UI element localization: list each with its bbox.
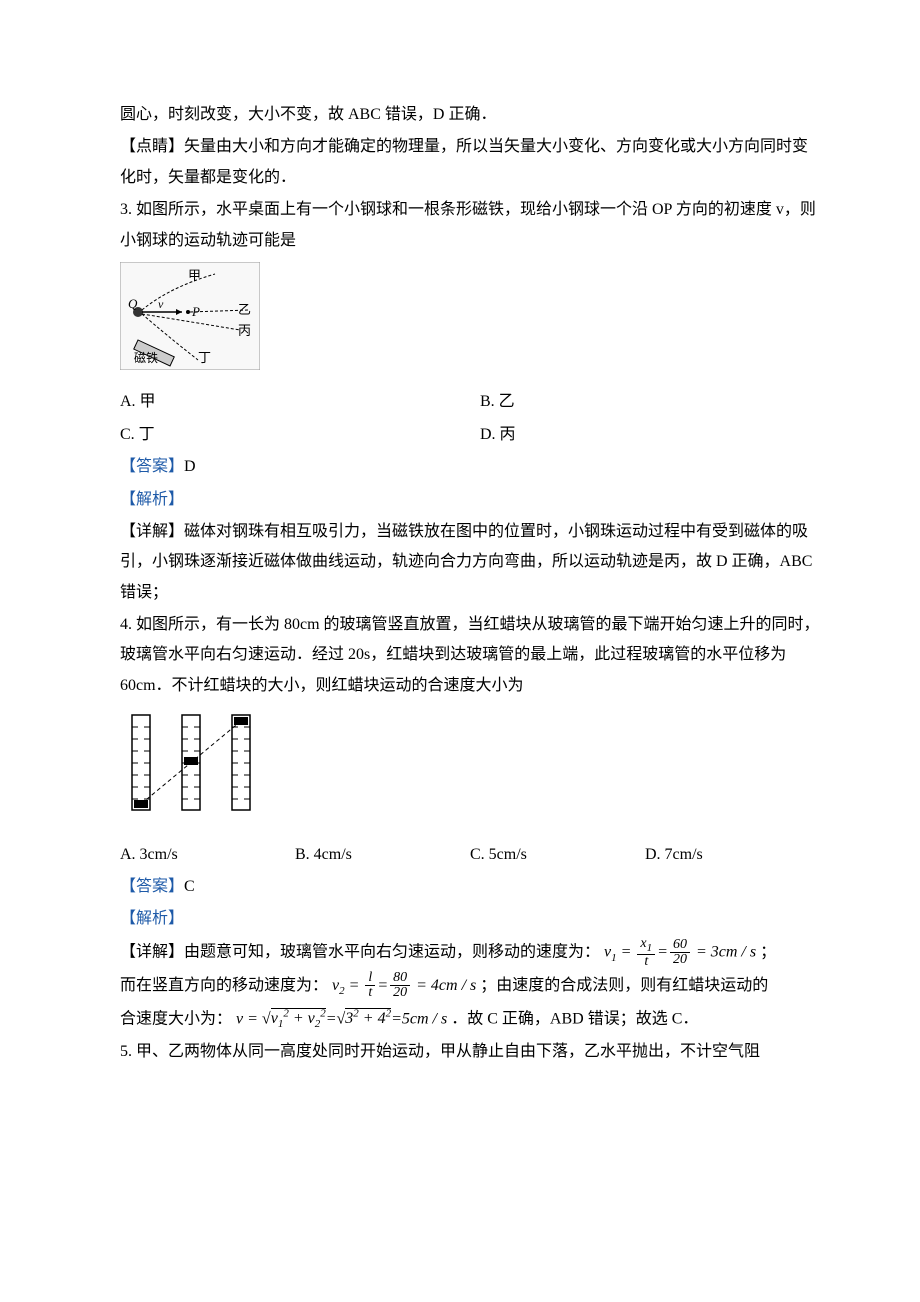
detail-prefix: 【详解】由题意可知，玻璃管水平向右匀速运动，则移动的速度为： (120, 943, 600, 960)
formula-v1: v1 = x1t=6020 = 3cm / s (604, 937, 756, 969)
question-4-analysis-label: 【解析】 (120, 904, 820, 934)
answer-label-4: 【答案】 (120, 878, 184, 895)
analysis-label-4: 【解析】 (120, 910, 184, 927)
svg-text:甲: 甲 (188, 268, 201, 283)
detail-line2-suffix: ；由速度的合成法则，则有红蜡块运动的 (480, 977, 768, 994)
question-4-options: A. 3cm/s B. 4cm/s C. 5cm/s D. 7cm/s (120, 840, 820, 870)
question-4-detail-line2: 而在竖直方向的移动速度为： v2 = lt=8020 = 4cm / s ；由速… (120, 971, 820, 1002)
option-3b: B. 乙 (480, 387, 820, 417)
option-4c: C. 5cm/s (470, 840, 645, 870)
answer-label: 【答案】 (120, 458, 184, 475)
detail-mid1: ； (760, 943, 776, 960)
question-4-detail-line1: 【详解】由题意可知，玻璃管水平向右匀速运动，则移动的速度为： v1 = x1t=… (120, 937, 820, 969)
option-3d: D. 丙 (480, 420, 820, 450)
detail-line3-suffix: ．故 C 正确，ABD 错误；故选 C． (451, 1010, 698, 1027)
question-3-options-row-1: A. 甲 B. 乙 (120, 387, 820, 417)
svg-text:丙: 丙 (238, 323, 251, 338)
svg-text:Q: Q (128, 296, 138, 311)
svg-text:乙: 乙 (238, 302, 251, 317)
question-4-figure (120, 707, 820, 833)
option-4a: A. 3cm/s (120, 840, 295, 870)
question-3-answer: 【答案】D (120, 452, 820, 482)
svg-text:丁: 丁 (198, 350, 211, 365)
option-3a: A. 甲 (120, 387, 480, 417)
option-4d: D. 7cm/s (645, 840, 820, 870)
continuation-text-1: 圆心，时刻改变，大小不变，故 ABC 错误，D 正确． (120, 100, 820, 130)
question-4-answer: 【答案】C (120, 872, 820, 902)
question-4-text: 4. 如图所示，有一长为 80cm 的玻璃管竖直放置，当红蜡块从玻璃管的最下端开… (120, 610, 820, 701)
option-3c: C. 丁 (120, 420, 480, 450)
detail-line3-prefix: 合速度大小为： (120, 1010, 232, 1027)
question-3-text: 3. 如图所示，水平桌面上有一个小钢球和一根条形磁铁，现给小钢球一个沿 OP 方… (120, 195, 820, 256)
formula-v2: v2 = lt=8020 = 4cm / s (332, 971, 476, 1002)
detail-line2-prefix: 而在竖直方向的移动速度为： (120, 977, 328, 994)
question-3-detail: 【详解】磁体对钢珠有相互吸引力，当磁铁放在图中的位置时，小钢珠运动过程中有受到磁… (120, 517, 820, 608)
question-3-figure: Q v P 甲 乙 丙 丁 磁铁 (120, 262, 820, 381)
svg-text:磁铁: 磁铁 (134, 350, 158, 365)
question-5-text: 5. 甲、乙两物体从同一高度处同时开始运动，甲从静止自由下落，乙水平抛出，不计空… (120, 1037, 820, 1067)
question-3-options-row-2: C. 丁 D. 丙 (120, 420, 820, 450)
question-3-analysis-label: 【解析】 (120, 485, 820, 515)
question-4-detail-line3: 合速度大小为： v = √v12 + v22=√32 + 42=5cm / s … (120, 1004, 820, 1035)
answer-value-4: C (184, 878, 195, 895)
svg-text:v: v (158, 297, 164, 311)
tip-text: 【点睛】矢量由大小和方向才能确定的物理量，所以当矢量大小变化、方向变化或大小方向… (120, 132, 820, 193)
formula-v: v = √v12 + v22=√32 + 42=5cm / s (236, 1004, 447, 1035)
analysis-label: 【解析】 (120, 491, 184, 508)
answer-value: D (184, 458, 196, 475)
option-4b: B. 4cm/s (295, 840, 470, 870)
